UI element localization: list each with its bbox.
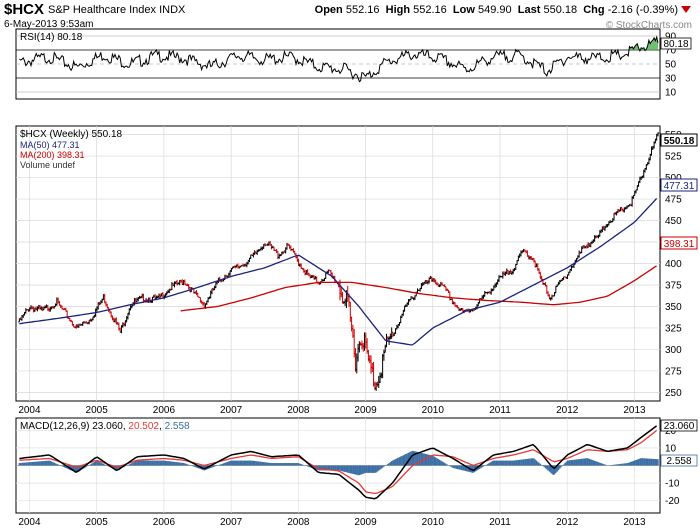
year-tick-label: 2006 (153, 517, 176, 528)
rsi-tick-label: 70 (665, 46, 677, 57)
exchange: INDX (159, 4, 186, 16)
price-grid (16, 126, 660, 401)
macd-tag: 23.060 (664, 421, 695, 432)
price-tick-label: 525 (665, 152, 682, 163)
price-tick-label: 250 (665, 388, 682, 399)
macd-legend-value: 23.060 (92, 421, 123, 432)
rsi-ticks: 90 70 50 30 10 (665, 32, 677, 99)
rsi-current-tag-box (660, 37, 692, 50)
ma200-line (180, 265, 657, 312)
price-tick-label: 275 (665, 366, 682, 377)
year-tick-label: 2007 (220, 517, 243, 528)
macd-line (19, 425, 658, 500)
quote-line: Open 552.16 High 552.16 Low 549.90 Last … (315, 4, 678, 16)
year-tick-label: 2009 (354, 405, 377, 416)
macd-legend-signal: 20.502 (128, 421, 159, 432)
index-name: S&P Healthcare Index INDX (48, 4, 185, 16)
rsi-tick-label: 90 (665, 32, 677, 43)
x-axis-bottom: 2004 2005 2006 2007 2008 2009 2010 2011 2012 2013 (18, 517, 646, 528)
ma50-tag-box (660, 178, 698, 192)
macd-tag-box (660, 419, 698, 432)
price-legend-ma200: MA(200) 398.31 (20, 150, 85, 160)
price-legend-volume: Volume undef (20, 160, 76, 170)
ma200-tag-box (660, 236, 698, 250)
macd-legend: MACD(12,26,9) 23.060, 20.502, 2.558 (20, 421, 190, 432)
rsi-legend: RSI(14) 80.18 (20, 32, 83, 43)
high-label: High (385, 4, 411, 16)
low-label: Low (452, 4, 475, 16)
macd-tick-label: 10 (665, 443, 677, 454)
high-value: 552.16 (413, 4, 447, 16)
last-price-tag: 550.18 (664, 136, 695, 147)
price-tick-label: 375 (665, 280, 682, 291)
year-tick-label: 2011 (489, 405, 511, 416)
price-legend-ma50: MA(50) 477.31 (20, 140, 80, 150)
year-tick-label: 2012 (556, 517, 579, 528)
year-tick-label: 2013 (623, 405, 646, 416)
year-tick-label: 2005 (86, 517, 109, 528)
rsi-line (19, 35, 659, 83)
price-tick-label: 350 (665, 302, 682, 313)
year-tick-label: 2012 (556, 405, 579, 416)
price-panel: 250275300325350375400425450475500525550 … (15, 125, 698, 402)
rsi-tick-label: 30 (665, 74, 677, 85)
year-tick-label: 2007 (220, 405, 243, 416)
last-label: Last (517, 4, 541, 16)
open-label: Open (314, 4, 343, 16)
macd-legend-prefix: MACD(12,26,9) (20, 421, 89, 432)
price-tick-label: 325 (665, 323, 682, 334)
year-tick-label: 2005 (86, 405, 109, 416)
year-tick-label: 2011 (489, 517, 511, 528)
macd-legend-sep2: , (159, 421, 165, 432)
price-tick-label: 300 (665, 345, 682, 356)
price-legend-main: $HCX (Weekly) 550.18 (20, 129, 123, 140)
ma200-tag: 398.31 (664, 239, 695, 250)
rsi-panel: 90 70 50 30 10 80.18 RSI(14) 80.18 (15, 28, 692, 100)
x-axis-top: 2004 2005 2006 2007 2008 2009 2010 2011 2012 2013 (18, 405, 646, 416)
year-tick-label: 2008 (287, 405, 310, 416)
macd-legend-hist: 2.558 (165, 421, 190, 432)
hist-tag: 2.558 (666, 456, 691, 467)
rsi-tick-label: 50 (665, 60, 677, 71)
price-tick-label: 400 (665, 259, 682, 270)
ma50-tag: 477.31 (664, 181, 695, 192)
chg-label: Chg (583, 4, 605, 16)
price-y-ticks: 250275300325350375400425450475500525550 (665, 130, 682, 399)
price-tick-label: 475 (665, 195, 682, 206)
last-value: 550.18 (543, 4, 578, 16)
year-tick-label: 2004 (18, 405, 41, 416)
low-value: 549.90 (477, 4, 512, 16)
rsi-grid (16, 35, 660, 93)
macd-legend-sep1: , (123, 421, 129, 432)
year-tick-label: 2010 (422, 405, 445, 416)
year-tick-label: 2008 (287, 517, 310, 528)
year-tick-label: 2006 (153, 405, 176, 416)
chg-value: -2.16 (-0.39%) (607, 4, 678, 16)
quote-date: 6-May-2013 9:53am (4, 19, 94, 30)
ma50-line (19, 198, 658, 346)
macd-tick-label: -10 (665, 479, 680, 490)
price-bars (18, 132, 660, 391)
down-arrow-icon (681, 6, 691, 13)
rsi-tick-label: 10 (665, 88, 677, 99)
macd-tick-label: -20 (665, 496, 680, 507)
index-full-name: S&P Healthcare Index (48, 4, 157, 16)
year-tick-label: 2013 (623, 517, 646, 528)
year-tick-label: 2010 (422, 517, 445, 528)
hist-tag-box (660, 454, 698, 467)
year-tick-label: 2009 (354, 517, 377, 528)
rsi-current-tag: 80.18 (663, 39, 688, 50)
macd-histogram (18, 450, 659, 476)
last-price-tag-box (660, 133, 698, 147)
year-tick-label: 2004 (18, 517, 41, 528)
symbol: $HCX (4, 1, 45, 18)
macd-panel: 2010-10-20 23.060 2.558 MACD(12,26,9) 23… (15, 417, 698, 514)
price-tick-label: 450 (665, 216, 682, 227)
watermark: © StockCharts.com (605, 20, 692, 31)
open-value: 552.16 (345, 4, 380, 16)
